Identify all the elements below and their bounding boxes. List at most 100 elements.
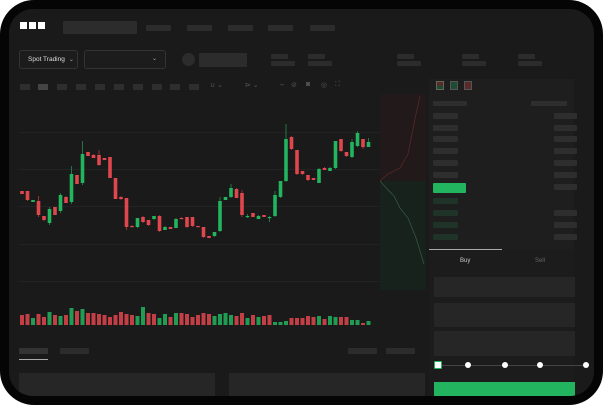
ask-size	[554, 172, 577, 178]
volume-bar	[333, 317, 338, 325]
candle	[317, 168, 321, 183]
volume-bar	[75, 311, 79, 325]
timeframe-button[interactable]	[189, 84, 199, 90]
candle	[31, 200, 35, 202]
timeframe-button[interactable]	[114, 84, 124, 90]
orderbook-bids-icon[interactable]	[450, 81, 458, 90]
candle	[168, 227, 173, 229]
ask-price	[433, 172, 458, 178]
last-price-bar[interactable]	[433, 183, 466, 193]
candle-body	[245, 216, 250, 218]
candle-body	[212, 232, 217, 236]
volume-bar	[267, 315, 272, 325]
timeframe-button[interactable]	[57, 84, 67, 90]
candle	[190, 217, 195, 227]
indicator-icon[interactable]: ∪ ⌄	[210, 82, 223, 89]
candle	[218, 197, 222, 232]
pair-dropdown[interactable]: ⌄	[84, 50, 166, 69]
ask-size	[554, 160, 577, 166]
ask-size	[554, 148, 577, 154]
bottom-tab-open-orders[interactable]	[19, 348, 48, 354]
settings-icon[interactable]: ◎	[321, 82, 328, 89]
ask-size	[554, 136, 577, 142]
candle	[355, 131, 360, 147]
slider-step-dot[interactable]	[583, 362, 589, 368]
timeframe-button[interactable]	[170, 84, 180, 90]
bottom-tab-history[interactable]	[60, 348, 89, 354]
sell-tab[interactable]: Sell	[535, 258, 546, 264]
chevron-down-icon: ⌄	[151, 56, 157, 62]
volume-bar	[42, 317, 46, 325]
candle	[80, 141, 85, 185]
buy-submit-button[interactable]	[434, 382, 575, 396]
bottom-card	[19, 373, 215, 396]
slider-step-dot[interactable]	[537, 362, 543, 368]
candlestick-chart[interactable]	[9, 94, 429, 334]
orderbook-header	[433, 101, 467, 106]
candle-body	[355, 133, 360, 146]
nav-item[interactable]	[187, 25, 212, 31]
candle	[289, 136, 294, 150]
candle	[47, 207, 52, 225]
market-type-dropdown[interactable]: Spot Trading ⌄	[19, 50, 78, 69]
candle-body	[234, 189, 239, 198]
timeframe-button[interactable]	[38, 84, 48, 90]
orderbook-asks-icon[interactable]	[464, 81, 472, 90]
timeframe-button[interactable]	[152, 84, 162, 90]
okx-logo[interactable]	[20, 22, 45, 29]
candle	[20, 191, 24, 194]
total-input[interactable]	[434, 331, 575, 356]
line-icon[interactable]: ∼	[279, 82, 285, 89]
volume-bar	[163, 314, 167, 325]
volume-bar	[53, 315, 57, 325]
timeframe-button[interactable]	[95, 84, 105, 90]
camera-icon[interactable]: ◙	[306, 81, 311, 88]
candle-body	[223, 197, 228, 200]
bottom-filter-button[interactable]	[348, 348, 377, 354]
candle-body	[289, 137, 294, 149]
fullscreen-icon[interactable]: ⛶	[335, 81, 340, 88]
ask-price	[433, 148, 458, 154]
candle-body	[350, 142, 354, 157]
ask-size	[554, 184, 577, 190]
timeframe-button[interactable]	[20, 84, 30, 90]
nav-item[interactable]	[228, 25, 253, 31]
candle	[278, 181, 283, 198]
candle-body	[174, 219, 178, 228]
ruler-icon[interactable]: ⊘	[291, 82, 297, 89]
depth-chart	[380, 94, 426, 290]
amount-input[interactable]	[434, 303, 575, 327]
bid-price	[433, 198, 458, 204]
timeframe-button[interactable]	[133, 84, 143, 90]
nav-item[interactable]	[310, 25, 335, 31]
nav-item[interactable]	[268, 25, 293, 31]
buy-tab[interactable]: Buy	[460, 258, 471, 264]
draw-tool-icon[interactable]: ⊳ ⌄	[245, 82, 259, 89]
leverage-slider-track[interactable]	[440, 365, 586, 366]
bottom-filter-button[interactable]	[386, 348, 415, 354]
leverage-slider-handle[interactable]	[434, 361, 442, 369]
nav-item[interactable]	[146, 25, 171, 31]
candle	[179, 217, 184, 220]
candle-body	[124, 198, 129, 227]
candle-body	[306, 175, 310, 180]
candle-body	[278, 181, 283, 197]
candle	[157, 215, 162, 232]
timeframe-button[interactable]	[76, 84, 86, 90]
candle	[306, 175, 310, 181]
candle	[130, 225, 134, 228]
candle-body	[240, 193, 244, 215]
ask-price	[433, 160, 458, 166]
price-input[interactable]	[434, 277, 575, 297]
slider-step-dot[interactable]	[502, 362, 508, 368]
nav-search-placeholder[interactable]	[63, 21, 137, 34]
orderbook-both-icon[interactable]	[436, 81, 444, 90]
candle	[284, 124, 288, 182]
volume-bar	[130, 315, 134, 325]
chart-canvas	[20, 124, 371, 325]
candle-body	[97, 155, 101, 165]
candle	[229, 184, 233, 198]
candle	[273, 191, 277, 217]
volume-bar	[58, 316, 63, 325]
slider-step-dot[interactable]	[465, 362, 471, 368]
